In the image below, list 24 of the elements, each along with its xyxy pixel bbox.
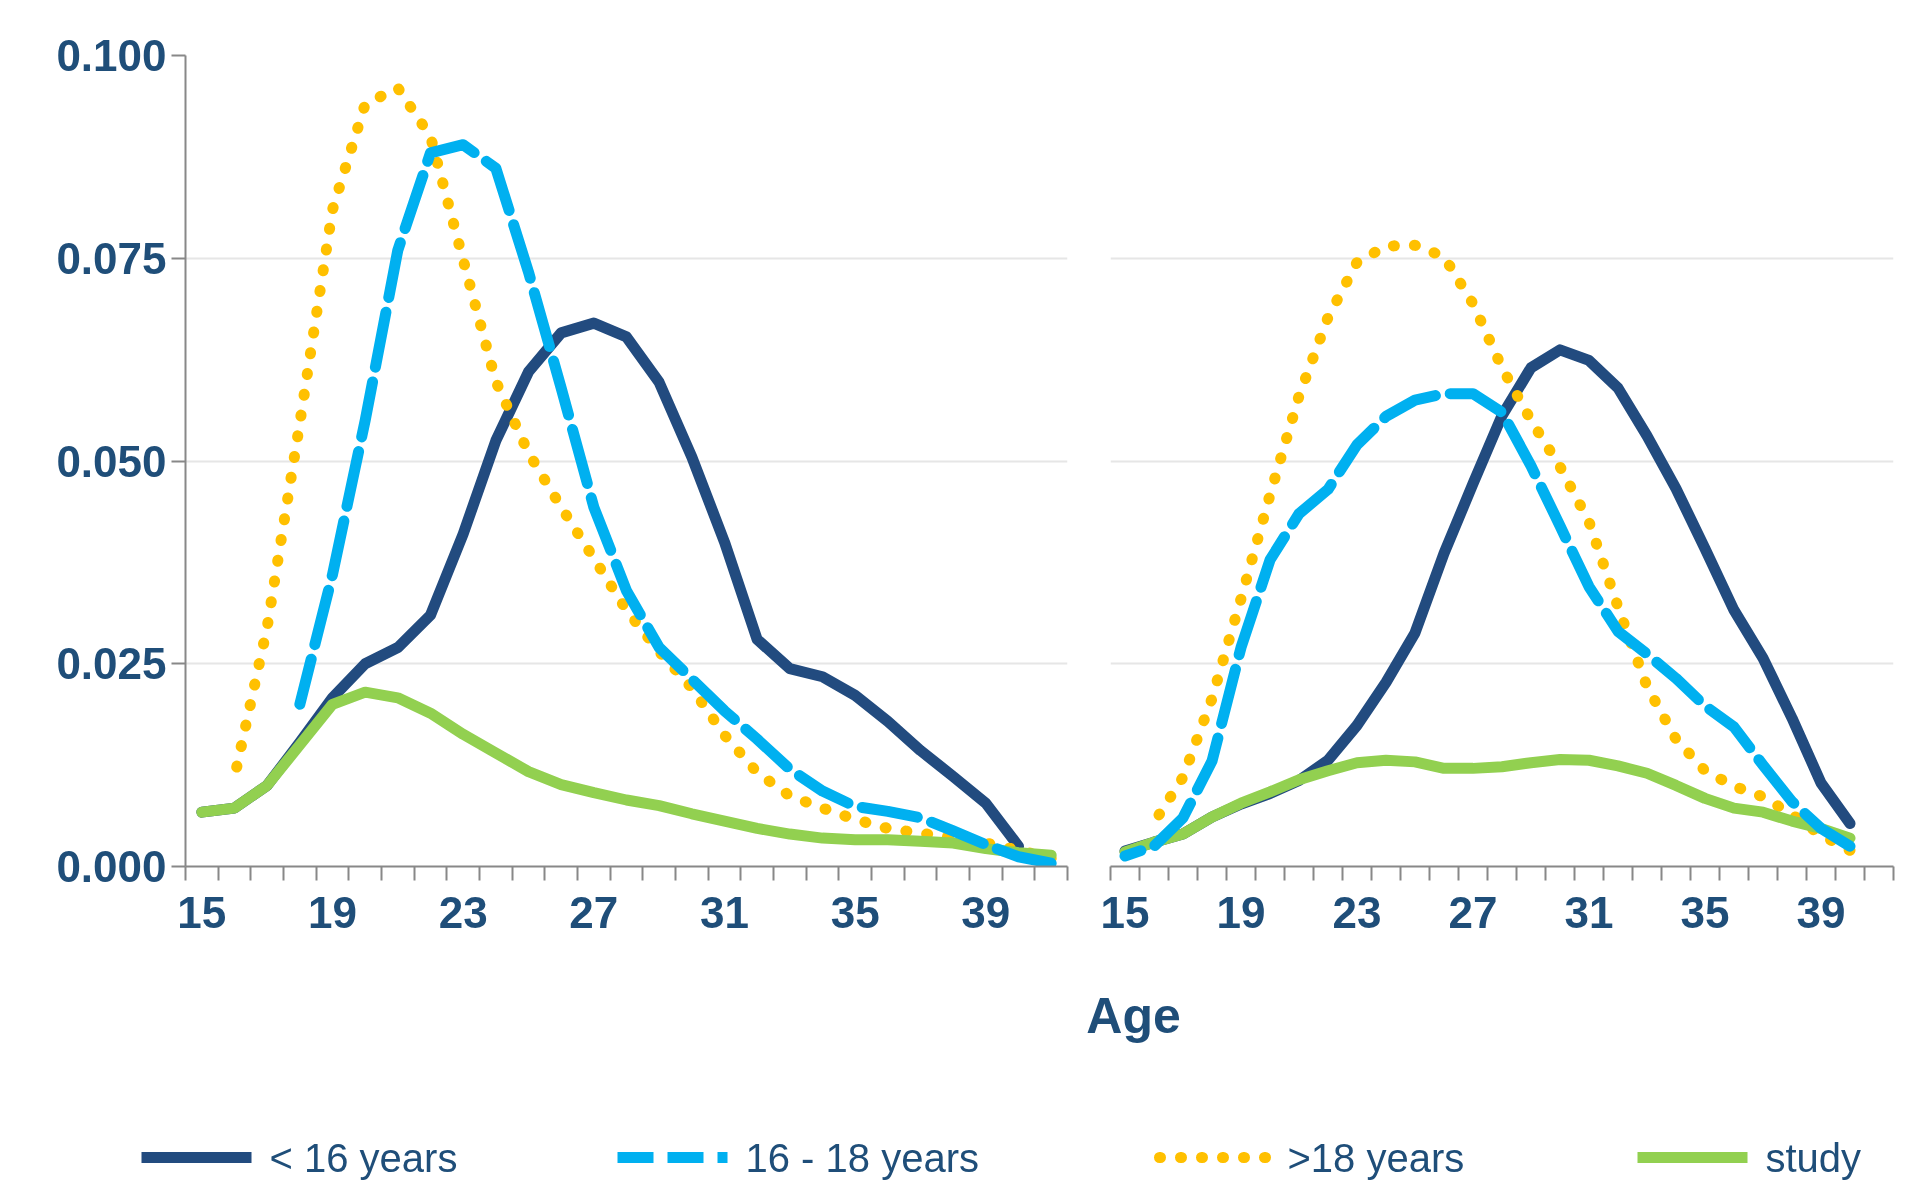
legend-label: study	[1765, 1135, 1862, 1180]
legend-label: 16 - 18 years	[745, 1135, 979, 1180]
x-tick-label: 15	[1100, 887, 1150, 937]
x-tick-label: 35	[1680, 887, 1730, 937]
x-tick-label: 23	[1332, 887, 1382, 937]
x-tick-label: 27	[569, 887, 619, 937]
x-tick-label: 31	[1564, 887, 1614, 937]
x-tick-label: 19	[308, 887, 357, 937]
x-tick-label: 39	[961, 887, 1011, 937]
x-axis-title: Age	[1086, 987, 1181, 1044]
legend-label: >18 years	[1287, 1135, 1465, 1180]
y-tick-label: 0.100	[56, 31, 167, 80]
x-tick-label: 27	[1448, 887, 1498, 937]
y-tick-label: 0.025	[56, 639, 167, 689]
x-tick-label: 15	[177, 887, 227, 937]
legend-label: < 16 years	[269, 1135, 458, 1180]
y-tick-label: 0.000	[56, 842, 167, 891]
x-tick-label: 19	[1216, 887, 1266, 937]
x-tick-label: 39	[1796, 887, 1846, 937]
x-tick-label: 23	[438, 887, 488, 937]
x-tick-label: 31	[700, 887, 749, 937]
y-tick-label: 0.050	[56, 436, 167, 486]
y-tick-label: 0.075	[56, 233, 167, 283]
x-tick-label: 35	[830, 887, 880, 937]
